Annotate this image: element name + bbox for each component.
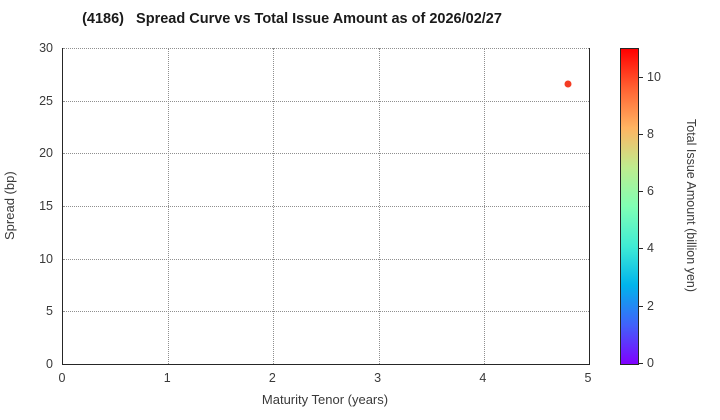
colorbar-tick-label: 2: [647, 298, 654, 313]
colorbar-tick: [639, 133, 643, 135]
colorbar-ticks: 0 2 4 6 8 10: [639, 48, 699, 370]
gridline-horizontal: [63, 100, 589, 102]
colorbar: [620, 48, 639, 365]
colorbar-tick-label: 10: [647, 69, 661, 84]
colorbar-tick-label: 4: [647, 241, 654, 256]
y-tick-label: 25: [39, 93, 53, 108]
x-tick-label: 3: [374, 371, 382, 385]
y-tick-label: 0: [46, 357, 53, 371]
colorbar-tick-label: 8: [647, 126, 654, 141]
gridline-horizontal: [63, 311, 589, 313]
x-tick-label: 1: [163, 371, 171, 385]
gridline-vertical: [273, 48, 275, 364]
plot-area: [62, 48, 590, 365]
x-tick-label: 4: [479, 371, 487, 385]
gridline-horizontal: [63, 48, 589, 49]
gridline-horizontal: [63, 258, 589, 260]
colorbar-tick: [639, 76, 643, 78]
x-tick-label: 0: [58, 371, 66, 385]
chart-title: (4186) Spread Curve vs Total Issue Amoun…: [82, 11, 502, 27]
x-tick-label: 5: [584, 371, 592, 385]
x-tick-label: 2: [268, 371, 276, 385]
gridline-vertical: [168, 48, 170, 364]
gridline-vertical: [483, 48, 485, 364]
colorbar-tick: [639, 305, 643, 307]
colorbar-tick: [639, 248, 643, 250]
gridline-horizontal: [63, 206, 589, 207]
colorbar-label: Total Issue Amount (billion yen): [684, 118, 698, 292]
y-tick-label: 5: [46, 304, 53, 319]
y-tick-label: 20: [39, 146, 53, 161]
colorbar-tick: [639, 191, 643, 193]
y-axis-ticks: 0 5 10 15 20 25 30: [0, 41, 53, 371]
x-axis-ticks: 0 1 2 3 4 5: [58, 371, 592, 387]
gridline-horizontal: [63, 153, 589, 155]
gridline-vertical: [378, 48, 380, 364]
data-point: [564, 80, 572, 88]
colorbar-tick-label: 0: [647, 356, 654, 370]
y-tick-label: 10: [39, 251, 53, 266]
colorbar-tick: [639, 363, 643, 364]
colorbar-tick-label: 6: [647, 184, 654, 199]
y-tick-label: 30: [39, 41, 53, 55]
y-tick-label: 15: [39, 199, 53, 213]
x-axis-label: Maturity Tenor (years): [261, 392, 389, 407]
